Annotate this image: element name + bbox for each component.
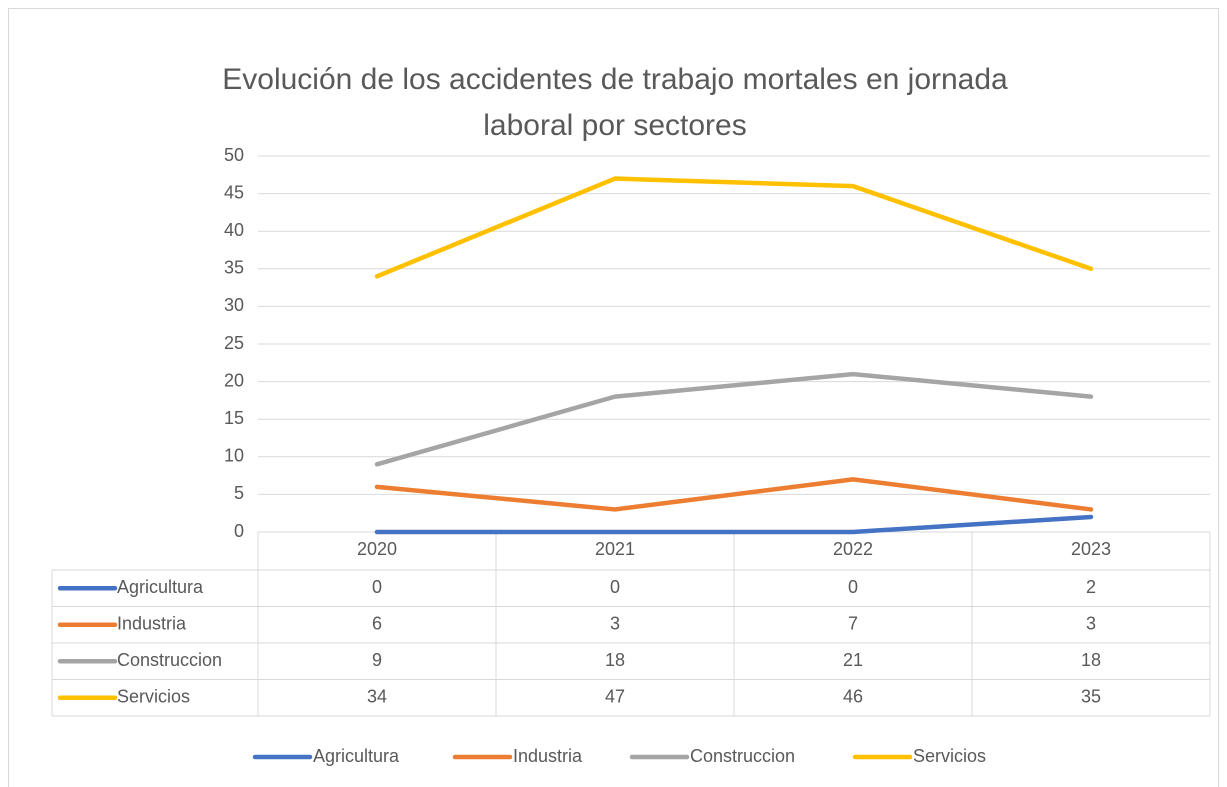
series-line xyxy=(374,477,1094,512)
series-line xyxy=(374,176,1094,279)
table-cell: 7 xyxy=(848,614,858,634)
y-tick-label: 20 xyxy=(224,370,244,390)
table-row-label: Agricultura xyxy=(117,577,204,597)
y-tick-label: 10 xyxy=(224,446,244,466)
table-cell: 0 xyxy=(610,577,620,597)
y-tick-label: 40 xyxy=(224,220,244,240)
series-line xyxy=(374,371,1094,467)
table-cell: 9 xyxy=(372,650,382,670)
table-cell: 21 xyxy=(843,650,863,670)
y-tick-label: 25 xyxy=(224,333,244,353)
y-tick-label: 5 xyxy=(234,483,244,503)
table-row-label: Servicios xyxy=(117,687,190,707)
y-tick-label: 35 xyxy=(224,258,244,278)
legend-label: Agricultura xyxy=(313,746,400,766)
table-cell: 34 xyxy=(367,687,387,707)
table-cell: 47 xyxy=(605,687,625,707)
table-cell: 35 xyxy=(1081,687,1101,707)
x-tick-label: 2020 xyxy=(357,539,397,559)
x-tick-label: 2022 xyxy=(833,539,873,559)
table-cell: 2 xyxy=(1086,577,1096,597)
table-cell: 0 xyxy=(372,577,382,597)
x-tick-label: 2021 xyxy=(595,539,635,559)
legend-label: Construccion xyxy=(690,746,795,766)
legend-label: Servicios xyxy=(913,746,986,766)
x-tick-label: 2023 xyxy=(1071,539,1111,559)
series-line xyxy=(374,514,1094,535)
legend-label: Industria xyxy=(513,746,583,766)
table-cell: 18 xyxy=(605,650,625,670)
table-cell: 0 xyxy=(848,577,858,597)
table-row-label: Construccion xyxy=(117,650,222,670)
table-cell: 3 xyxy=(610,614,620,634)
y-tick-label: 45 xyxy=(224,182,244,202)
chart-title: laboral por sectores xyxy=(483,109,746,142)
table-row-label: Industria xyxy=(117,614,187,634)
y-tick-label: 30 xyxy=(224,295,244,315)
table-cell: 46 xyxy=(843,687,863,707)
y-tick-label: 15 xyxy=(224,408,244,428)
table-cell: 6 xyxy=(372,614,382,634)
y-tick-label: 50 xyxy=(224,145,244,165)
chart-title: Evolución de los accidentes de trabajo m… xyxy=(222,63,1008,96)
table-cell: 3 xyxy=(1086,614,1096,634)
y-tick-label: 0 xyxy=(234,521,244,541)
table-cell: 18 xyxy=(1081,650,1101,670)
